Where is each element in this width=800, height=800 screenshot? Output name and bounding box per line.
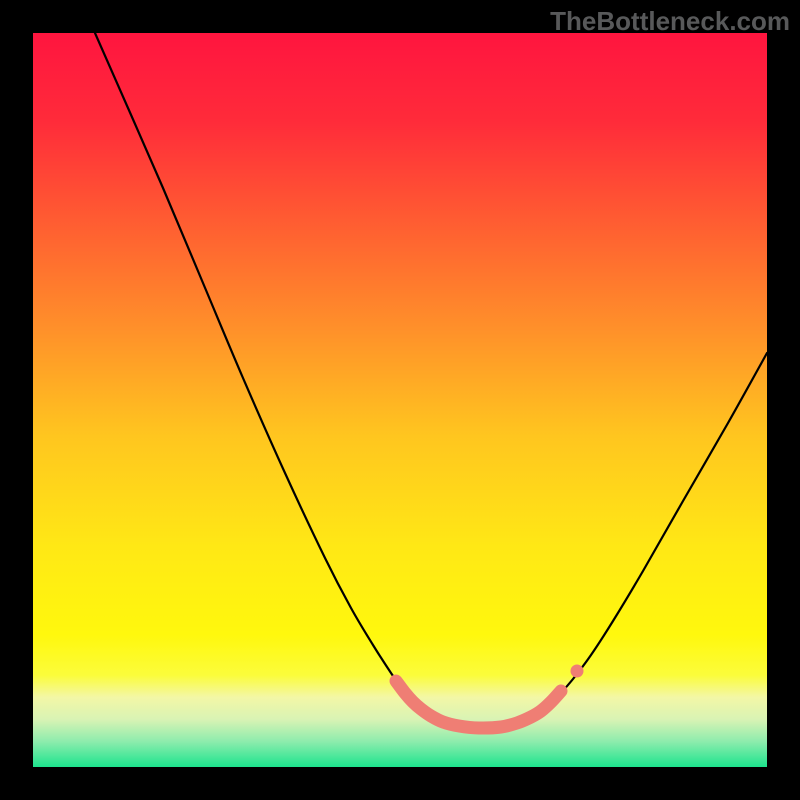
watermark-text: TheBottleneck.com (550, 6, 790, 37)
plot (33, 33, 767, 767)
stage: TheBottleneck.com (0, 0, 800, 800)
bottom-marker-dot (571, 665, 584, 678)
